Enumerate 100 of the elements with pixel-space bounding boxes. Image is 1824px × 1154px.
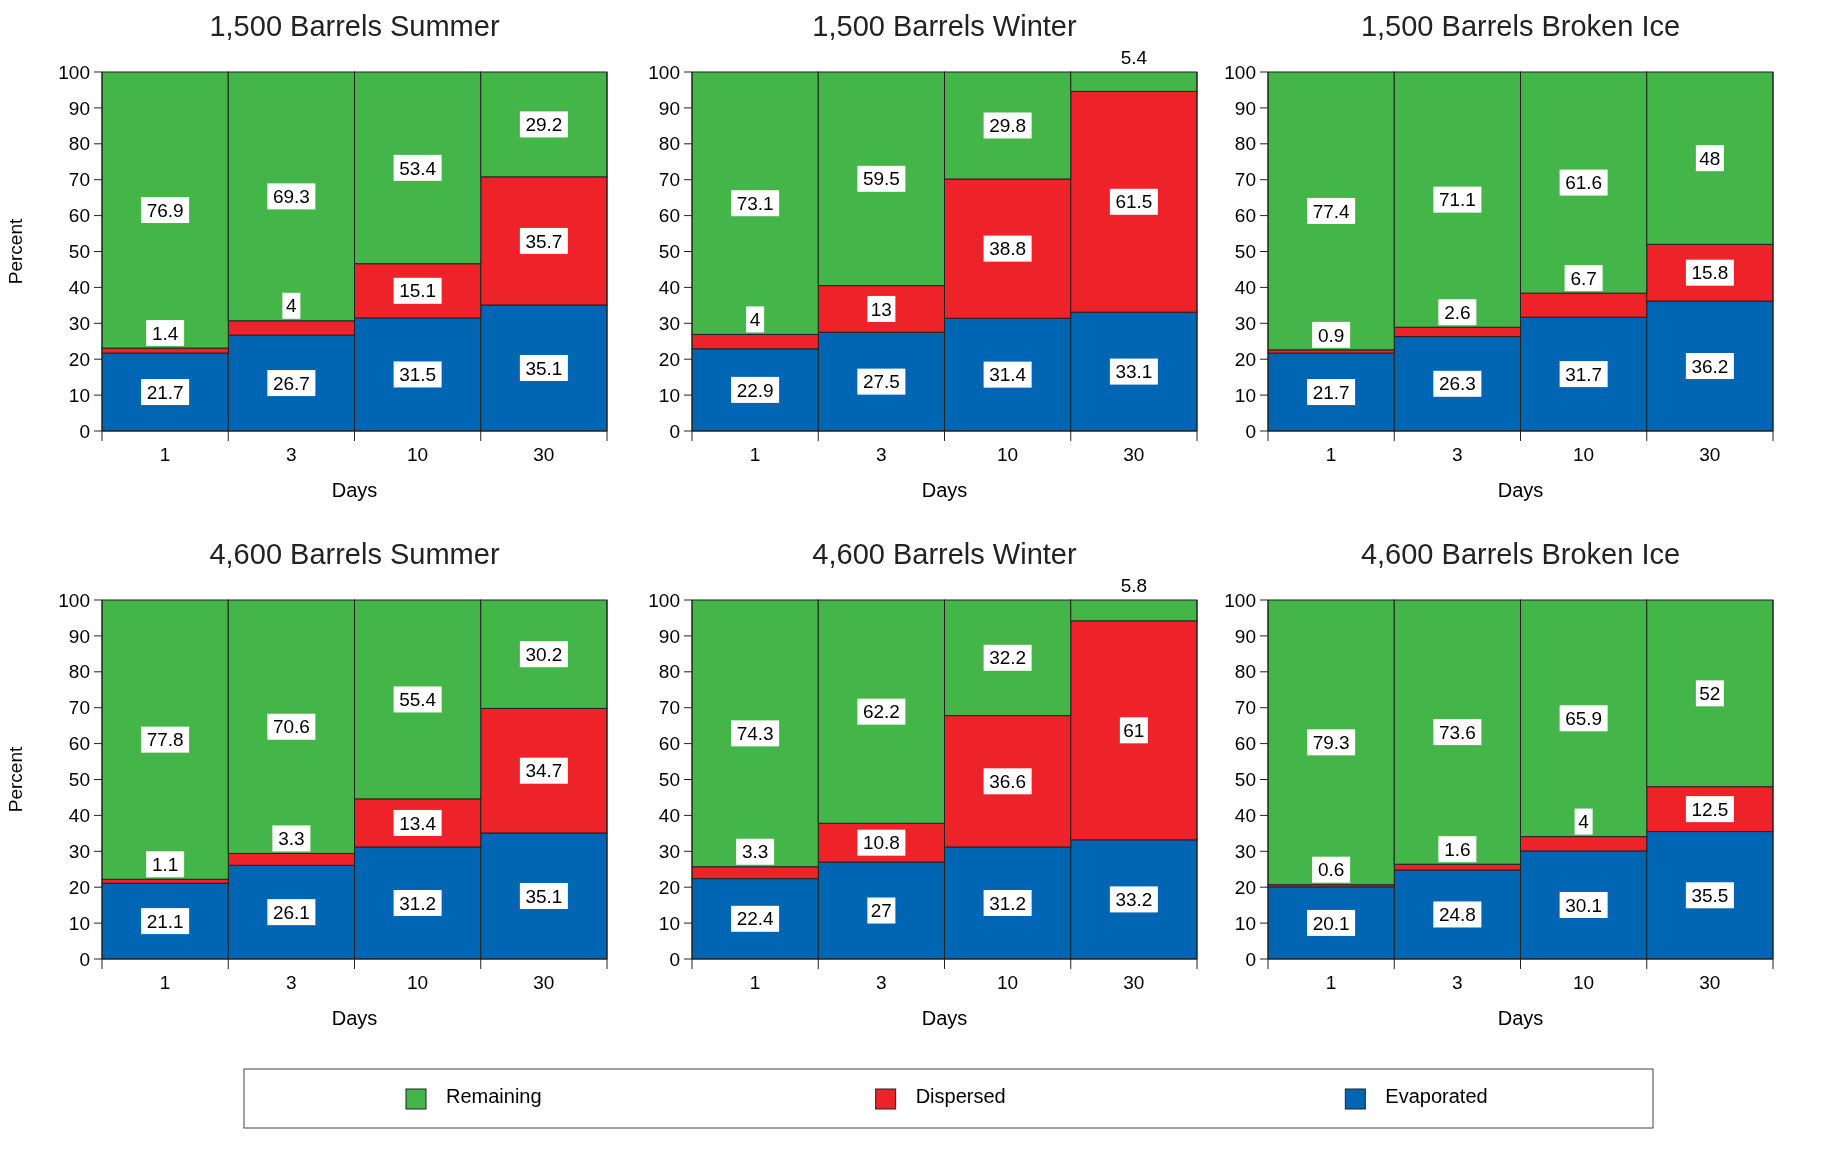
data-label: 71.1 (1438, 189, 1476, 211)
y-tick-label: 30 (1234, 840, 1256, 862)
y-tick-label: 40 (1234, 805, 1256, 827)
data-label: 69.3 (272, 186, 310, 208)
y-tick-label: 0 (669, 420, 680, 442)
y-tick-label: 80 (68, 661, 90, 683)
x-tick-label: 10 (1573, 972, 1595, 993)
legend-label: Dispersed (915, 1085, 1006, 1107)
x-tick-label: 3 (1452, 972, 1463, 993)
y-tick-label: 60 (68, 205, 90, 227)
data-label: 15.1 (399, 280, 437, 302)
data-label: 52 (1699, 682, 1721, 704)
data-label: 26.7 (272, 372, 310, 394)
data-label: 10.8 (862, 832, 900, 854)
data-label: 35.5 (1691, 884, 1729, 906)
data-label: 21.1 (146, 910, 184, 932)
data-label: 24.8 (1438, 904, 1476, 926)
y-tick-label: 50 (68, 769, 90, 791)
x-axis-title: Days (331, 479, 378, 501)
data-label: 74.3 (736, 723, 774, 745)
data-label: 4 (1578, 811, 1590, 833)
data-label: 38.8 (989, 238, 1027, 260)
y-tick-label: 30 (658, 840, 680, 862)
data-label: 1.4 (151, 322, 179, 344)
data-label: 77.8 (146, 729, 184, 751)
data-label: 61 (1123, 719, 1145, 741)
y-tick-label: 90 (1234, 97, 1256, 119)
data-label: 6.7 (1570, 267, 1597, 289)
y-tick-label: 60 (1234, 205, 1256, 227)
data-label: 55.4 (399, 689, 437, 711)
x-tick-label: 1 (749, 972, 761, 993)
y-tick-label: 10 (1234, 384, 1256, 406)
data-label: 36.2 (1691, 355, 1729, 377)
data-label: 76.9 (146, 199, 184, 221)
x-tick-label: 30 (1699, 972, 1721, 993)
data-label: 31.5 (399, 364, 437, 386)
data-label: 35.1 (525, 885, 563, 907)
y-tick-label: 40 (658, 277, 680, 299)
y-tick-label: 30 (1234, 312, 1256, 334)
y-tick-label: 20 (1234, 876, 1256, 898)
data-label: 21.7 (146, 381, 184, 403)
data-label: 13.4 (399, 812, 437, 834)
x-tick-label: 3 (1452, 444, 1463, 465)
data-label: 12.5 (1691, 798, 1729, 820)
y-tick-label: 20 (68, 348, 90, 370)
data-label: 73.1 (736, 192, 774, 214)
y-tick-label: 100 (1224, 61, 1256, 83)
x-tick-label: 1 (159, 444, 171, 465)
legend-label: Evaporated (1385, 1085, 1488, 1107)
x-tick-label: 30 (1123, 972, 1145, 993)
y-tick-label: 30 (68, 312, 90, 334)
y-tick-label: 20 (658, 876, 680, 898)
y-axis-title: Percent (5, 746, 26, 813)
x-tick-label: 1 (1325, 444, 1337, 465)
x-tick-label: 3 (876, 444, 887, 465)
data-label: 0.6 (1317, 859, 1345, 881)
data-label: 21.7 (1312, 381, 1350, 403)
data-label: 2.6 (1444, 301, 1471, 323)
x-tick-label: 10 (407, 444, 429, 465)
data-label: 5.8 (1120, 574, 1148, 596)
y-tick-label: 70 (68, 169, 90, 191)
y-tick-label: 30 (68, 840, 90, 862)
x-tick-label: 30 (533, 972, 555, 993)
data-label: 73.6 (1438, 721, 1476, 743)
data-label: 29.8 (989, 115, 1027, 137)
y-tick-label: 70 (1234, 169, 1256, 191)
x-axis-title: Days (921, 479, 968, 501)
chart-title: 4,600 Barrels Summer (209, 538, 500, 570)
x-tick-label: 3 (286, 444, 297, 465)
legend-label: Remaining (446, 1085, 542, 1107)
chart-title: 4,600 Barrels Broken Ice (1360, 538, 1681, 570)
y-tick-label: 10 (658, 912, 680, 934)
data-label: 79.3 (1312, 731, 1350, 753)
data-label: 35.7 (525, 230, 563, 252)
data-label: 22.4 (736, 908, 775, 930)
data-label: 31.2 (989, 892, 1027, 914)
x-axis-title: Days (1497, 1007, 1544, 1029)
y-tick-label: 80 (68, 133, 90, 155)
data-label: 70.6 (272, 716, 310, 738)
data-label: 1.6 (1444, 838, 1471, 860)
y-tick-label: 70 (68, 697, 90, 719)
y-tick-label: 70 (658, 169, 680, 191)
y-tick-label: 60 (68, 733, 90, 755)
y-tick-label: 50 (1234, 769, 1256, 791)
data-label: 32.2 (989, 647, 1027, 669)
y-tick-label: 40 (68, 277, 90, 299)
y-tick-label: 90 (658, 625, 680, 647)
data-label: 26.1 (272, 901, 310, 923)
y-tick-label: 90 (68, 625, 90, 647)
y-tick-label: 10 (68, 384, 90, 406)
x-tick-label: 1 (1325, 972, 1337, 993)
data-label: 33.2 (1115, 889, 1153, 911)
y-tick-label: 0 (79, 948, 90, 970)
x-tick-label: 10 (997, 444, 1019, 465)
data-label: 4 (749, 309, 761, 331)
y-tick-label: 10 (658, 384, 680, 406)
data-label: 0.9 (1317, 324, 1345, 346)
y-tick-label: 0 (669, 948, 680, 970)
data-label: 62.2 (862, 701, 900, 723)
y-tick-label: 50 (1234, 241, 1256, 263)
